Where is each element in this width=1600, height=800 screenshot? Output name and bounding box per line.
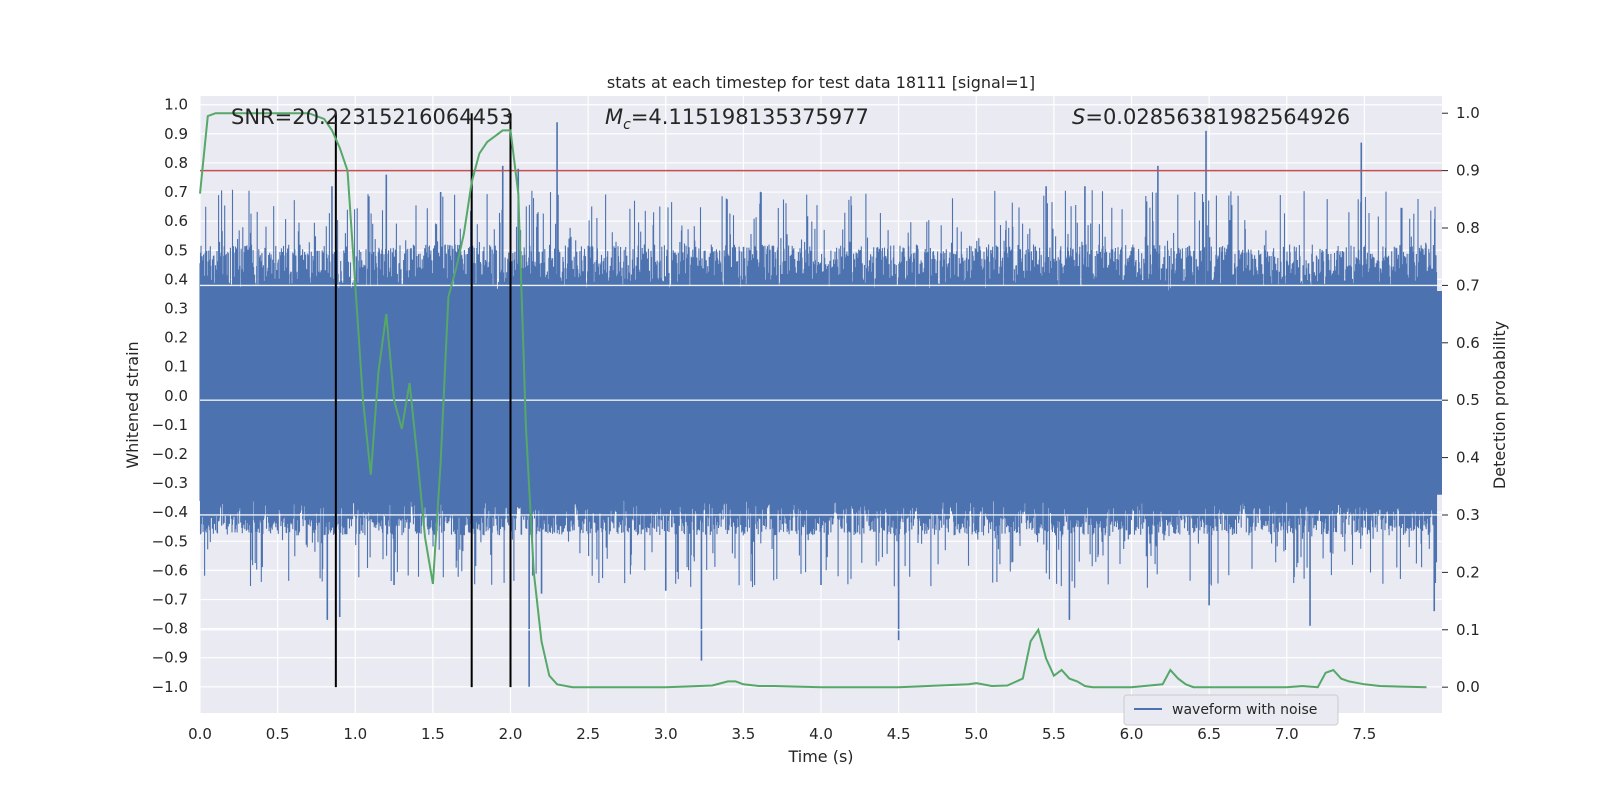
chirp-mass-value: =4.115198135375977 <box>631 105 869 129</box>
detection-probability-line <box>199 112 1427 689</box>
legend-label: waveform with noise <box>1172 702 1317 718</box>
y-tick-label: 0.1 <box>164 358 188 376</box>
waveform-series <box>199 122 1442 687</box>
y-tick-label: −0.4 <box>152 503 188 521</box>
y-tick-label: −0.1 <box>152 416 188 434</box>
y2-tick-label: 1.0 <box>1456 104 1480 122</box>
y2-tick-label: 0.8 <box>1456 219 1480 237</box>
x-tick-label: 7.5 <box>1352 725 1376 743</box>
y-tick-label: −0.2 <box>152 445 188 463</box>
x-tick-label: 1.0 <box>343 725 367 743</box>
x-tick-label: 5.0 <box>964 725 988 743</box>
x-tick-label: 4.5 <box>887 725 911 743</box>
chirp-mass-subscript: c <box>623 117 631 133</box>
chart-title: stats at each timestep for test data 181… <box>607 73 1035 92</box>
vertical-markers <box>334 113 512 688</box>
x-tick-label: 6.5 <box>1197 725 1221 743</box>
x-tick-label: 6.0 <box>1120 725 1144 743</box>
x-tick-label: 2.5 <box>576 725 600 743</box>
chirp-mass-annotation: Mc=4.115198135375977 <box>605 105 869 133</box>
x-tick-label: 4.0 <box>809 725 833 743</box>
chirp-mass-symbol: M <box>605 105 623 129</box>
x-tick-label: 3.5 <box>731 725 755 743</box>
y2-axis-ticks: 1.0 0.9 0.8 0.7 0.6 0.5 0.4 0.3 0.2 0.1 0.0 <box>1442 104 1480 696</box>
y-tick-label: −0.6 <box>152 561 188 579</box>
x-tick-label: 0.0 <box>188 725 212 743</box>
y2-tick-label: 0.9 <box>1456 162 1480 180</box>
y2-tick-label: 0.5 <box>1456 391 1480 409</box>
x-axis-label: Time (s) <box>787 747 853 766</box>
x-tick-label: 5.5 <box>1042 725 1066 743</box>
y-tick-label: −0.5 <box>152 532 188 550</box>
y2-axis-label: Detection probability <box>1490 321 1509 489</box>
y-tick-label: 0.2 <box>164 329 188 347</box>
y2-tick-label: 0.4 <box>1456 449 1480 467</box>
y-tick-label: 0.0 <box>164 387 188 405</box>
y-axis-label: Whitened strain <box>123 341 142 468</box>
x-tick-label: 1.5 <box>421 725 445 743</box>
x-axis-ticks: 0.0 0.5 1.0 1.5 2.0 2.5 3.0 3.5 4.0 4.5 5.0 5.5 6.0 6… <box>188 725 1376 743</box>
legend-box <box>1123 694 1339 726</box>
x-tick-label: 2.0 <box>499 725 523 743</box>
y-tick-label: 0.6 <box>164 212 188 230</box>
y-tick-label: 0.7 <box>164 183 188 201</box>
y2-tick-label: 0.2 <box>1456 563 1480 581</box>
y-tick-label: −1.0 <box>152 678 188 696</box>
legend: waveform with noise <box>1123 694 1339 726</box>
y-tick-label: 1.0 <box>164 96 188 114</box>
y-tick-label: −0.7 <box>152 590 188 608</box>
spin-value: =0.02856381982564926 <box>1085 105 1350 129</box>
snr-annotation: SNR=20.22315216064453 <box>231 105 513 129</box>
y-tick-label: −0.9 <box>152 649 188 667</box>
y2-tick-label: 0.7 <box>1456 276 1480 294</box>
y2-tick-label: 0.0 <box>1456 678 1480 696</box>
y2-tick-label: 0.6 <box>1456 334 1480 352</box>
y-tick-label: 0.9 <box>164 125 188 143</box>
y-tick-label: 0.5 <box>164 241 188 259</box>
y-tick-label: 0.8 <box>164 154 188 172</box>
x-tick-label: 3.0 <box>654 725 678 743</box>
y-tick-label: 0.3 <box>164 299 188 317</box>
y-tick-label: −0.3 <box>152 474 188 492</box>
x-tick-label: 0.5 <box>266 725 290 743</box>
y-axis-ticks: 1.0 0.9 0.8 0.7 0.6 0.5 0.4 0.3 0.2 0.1 0.0 −0.1 −0.… <box>152 96 188 696</box>
y2-tick-label: 0.1 <box>1456 621 1480 639</box>
spin-annotation: S=0.02856381982564926 <box>1072 105 1350 129</box>
y-tick-label: −0.8 <box>152 620 188 638</box>
spin-symbol: S <box>1072 105 1085 129</box>
x-tick-label: 7.0 <box>1275 725 1299 743</box>
y-tick-label: 0.4 <box>164 270 188 288</box>
y2-tick-label: 0.3 <box>1456 506 1480 524</box>
